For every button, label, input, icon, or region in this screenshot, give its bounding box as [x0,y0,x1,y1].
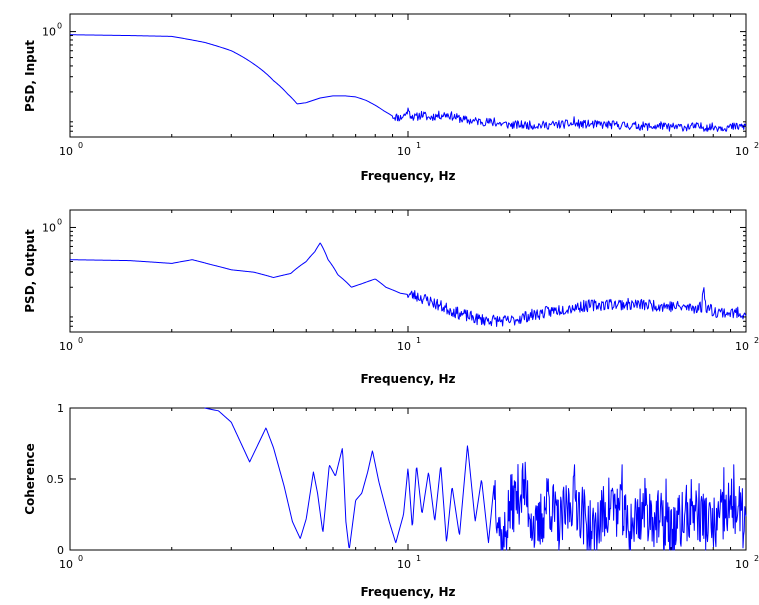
x-tick-label: 10 [397,145,411,158]
x-tick-exponent: 1 [416,554,421,563]
x-tick-layer: 10 0 10 1 10 2 [59,210,759,353]
y-tick-label: 1 [57,402,64,415]
series-layer [69,242,747,328]
x-axis-label: Frequency, Hz [360,169,455,183]
plot-area [69,209,747,333]
x-tick-label: 10 [397,558,411,571]
panel-coherence: 10 0 10 1 10 2 00.51 Frequency, Hz Coherence [23,402,759,599]
x-tick-label: 10 [59,145,73,158]
y-axis-label: Coherence [23,443,37,515]
x-tick-label: 10 [59,558,73,571]
x-axis-label: Frequency, Hz [360,585,455,599]
x-tick-exponent: 0 [78,336,83,345]
y-tick-label: 0 [57,544,64,557]
y-axis-label: PSD, Input [23,40,37,112]
series-layer [69,34,747,132]
x-tick-label: 10 [59,340,73,353]
x-tick-exponent: 0 [78,554,83,563]
x-axis-label: Frequency, Hz [360,372,455,386]
x-tick-label: 10 [735,558,749,571]
x-tick-exponent: 2 [754,141,759,150]
series-layer [204,407,747,551]
panel-psd-input: 10 0 10 1 10 2 10 0 Frequency, Hz PSD, Input [23,13,759,183]
y-tick-label: 0.5 [47,473,65,486]
series-line [69,34,747,132]
series-line [69,242,747,328]
y-axis-label: PSD, Output [23,229,37,313]
x-tick-exponent: 0 [78,141,83,150]
x-tick-label: 10 [397,340,411,353]
y-tick-layer: 10 0 [42,22,746,132]
x-tick-layer: 10 0 10 1 10 2 [59,14,759,158]
x-tick-exponent: 2 [754,554,759,563]
x-tick-label: 10 [735,145,749,158]
y-tick-label: 10 [42,26,56,39]
x-tick-label: 10 [735,340,749,353]
y-tick-layer: 00.51 [47,402,746,557]
plot-area [69,13,747,138]
x-tick-exponent: 1 [416,141,421,150]
x-tick-exponent: 1 [416,336,421,345]
y-tick-layer: 10 0 [42,217,746,327]
x-tick-exponent: 2 [754,336,759,345]
y-tick-exponent: 0 [57,22,62,31]
x-tick-layer: 10 0 10 1 10 2 [59,408,759,571]
series-line [204,407,747,551]
y-tick-label: 10 [42,221,56,234]
panel-psd-output: 10 0 10 1 10 2 10 0 Frequency, Hz PSD, Output [23,209,759,386]
y-tick-exponent: 0 [57,217,62,226]
